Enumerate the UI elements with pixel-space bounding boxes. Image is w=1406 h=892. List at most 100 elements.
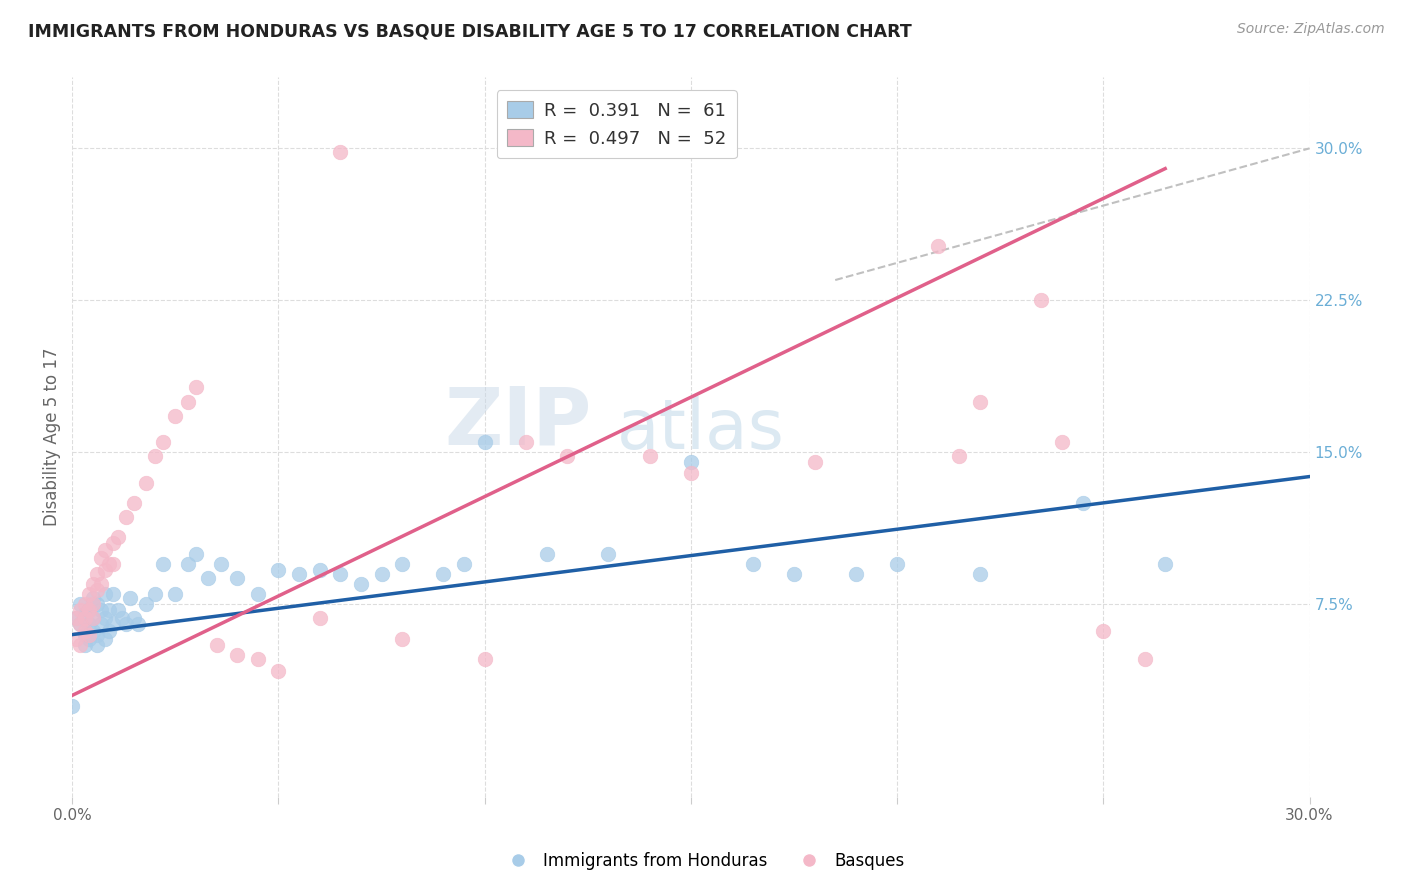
Point bbox=[127, 617, 149, 632]
Point bbox=[98, 603, 121, 617]
Y-axis label: Disability Age 5 to 17: Disability Age 5 to 17 bbox=[44, 348, 60, 526]
Point bbox=[69, 597, 91, 611]
Point bbox=[246, 652, 269, 666]
Point bbox=[90, 550, 112, 565]
Point bbox=[77, 603, 100, 617]
Point bbox=[86, 638, 108, 652]
Point bbox=[165, 409, 187, 423]
Point bbox=[73, 607, 96, 622]
Point bbox=[111, 611, 134, 625]
Point bbox=[226, 648, 249, 662]
Point bbox=[741, 557, 763, 571]
Point bbox=[1133, 652, 1156, 666]
Point bbox=[103, 587, 125, 601]
Point bbox=[82, 611, 104, 625]
Point bbox=[103, 617, 125, 632]
Point bbox=[969, 566, 991, 581]
Point bbox=[69, 603, 91, 617]
Point bbox=[107, 530, 129, 544]
Point bbox=[209, 557, 232, 571]
Point bbox=[82, 577, 104, 591]
Point bbox=[73, 597, 96, 611]
Point bbox=[205, 638, 228, 652]
Point bbox=[184, 547, 207, 561]
Point bbox=[308, 611, 330, 625]
Point bbox=[948, 450, 970, 464]
Point bbox=[1050, 435, 1073, 450]
Point bbox=[73, 624, 96, 638]
Point bbox=[515, 435, 537, 450]
Point bbox=[103, 536, 125, 550]
Point bbox=[308, 563, 330, 577]
Point bbox=[69, 617, 91, 632]
Point bbox=[77, 627, 100, 641]
Point bbox=[73, 627, 96, 641]
Point bbox=[94, 542, 117, 557]
Point bbox=[152, 557, 174, 571]
Point bbox=[73, 611, 96, 625]
Text: Source: ZipAtlas.com: Source: ZipAtlas.com bbox=[1237, 22, 1385, 37]
Point bbox=[329, 145, 352, 160]
Point bbox=[536, 547, 558, 561]
Point bbox=[82, 611, 104, 625]
Point bbox=[177, 557, 200, 571]
Point bbox=[679, 455, 702, 469]
Point bbox=[86, 582, 108, 597]
Point bbox=[1092, 624, 1115, 638]
Point bbox=[118, 591, 141, 606]
Text: IMMIGRANTS FROM HONDURAS VS BASQUE DISABILITY AGE 5 TO 17 CORRELATION CHART: IMMIGRANTS FROM HONDURAS VS BASQUE DISAB… bbox=[28, 22, 912, 40]
Point bbox=[370, 566, 392, 581]
Point bbox=[886, 557, 908, 571]
Point bbox=[288, 566, 311, 581]
Point bbox=[60, 698, 83, 713]
Point bbox=[969, 394, 991, 409]
Point bbox=[98, 624, 121, 638]
Point bbox=[90, 577, 112, 591]
Text: ZIP: ZIP bbox=[444, 384, 592, 462]
Point bbox=[90, 617, 112, 632]
Point bbox=[555, 450, 578, 464]
Point bbox=[98, 557, 121, 571]
Point bbox=[94, 611, 117, 625]
Point bbox=[82, 597, 104, 611]
Point bbox=[86, 566, 108, 581]
Point bbox=[598, 547, 620, 561]
Point bbox=[135, 597, 157, 611]
Point bbox=[115, 617, 138, 632]
Point bbox=[1071, 496, 1094, 510]
Point bbox=[82, 591, 104, 606]
Point bbox=[65, 611, 87, 625]
Point bbox=[197, 571, 219, 585]
Point bbox=[391, 632, 413, 646]
Point bbox=[135, 475, 157, 490]
Point bbox=[94, 563, 117, 577]
Point bbox=[77, 603, 100, 617]
Point bbox=[927, 238, 949, 252]
Point bbox=[107, 603, 129, 617]
Point bbox=[65, 632, 87, 646]
Point bbox=[86, 597, 108, 611]
Point bbox=[350, 577, 373, 591]
Point bbox=[69, 617, 91, 632]
Legend: Immigrants from Honduras, Basques: Immigrants from Honduras, Basques bbox=[495, 846, 911, 877]
Point bbox=[69, 638, 91, 652]
Text: atlas: atlas bbox=[617, 396, 785, 463]
Point bbox=[679, 466, 702, 480]
Point bbox=[65, 611, 87, 625]
Point bbox=[432, 566, 454, 581]
Point bbox=[77, 587, 100, 601]
Point bbox=[143, 587, 166, 601]
Point bbox=[845, 566, 868, 581]
Point bbox=[329, 566, 352, 581]
Point bbox=[122, 496, 145, 510]
Point bbox=[143, 450, 166, 464]
Point bbox=[165, 587, 187, 601]
Point bbox=[77, 617, 100, 632]
Point bbox=[246, 587, 269, 601]
Legend: R =  0.391   N =  61, R =  0.497   N =  52: R = 0.391 N = 61, R = 0.497 N = 52 bbox=[496, 90, 737, 159]
Point bbox=[184, 380, 207, 394]
Point bbox=[267, 563, 290, 577]
Point bbox=[94, 632, 117, 646]
Point bbox=[177, 394, 200, 409]
Point bbox=[226, 571, 249, 585]
